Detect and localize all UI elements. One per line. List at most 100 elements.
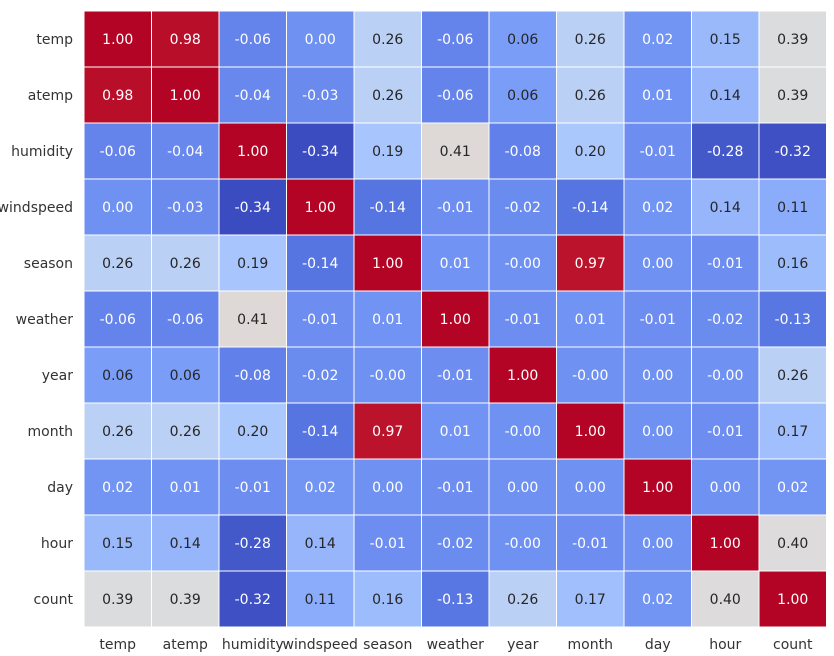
heatmap-cell-value: -0.06	[437, 88, 473, 104]
heatmap-cell-year-hour	[691, 346, 760, 404]
heatmap-cell-value: 0.19	[372, 144, 403, 160]
heatmap-cell-year-month	[556, 346, 625, 404]
heatmap-cell-value: -0.28	[235, 536, 271, 552]
heatmap-cell-temp-weather	[421, 10, 490, 68]
heatmap-cell-value: 0.02	[777, 480, 808, 496]
heatmap-cell-value: 0.16	[777, 256, 808, 272]
heatmap-cell-value: 0.14	[305, 536, 336, 552]
heatmap-cell-season-year	[488, 234, 557, 292]
heatmap-cell-day-count	[758, 458, 827, 516]
heatmap-cell-temp-count	[758, 10, 827, 68]
heatmap-cell-day-weather	[421, 458, 490, 516]
heatmap-cell-value: 0.26	[102, 424, 133, 440]
heatmap-cell-atemp-hour	[691, 66, 760, 124]
heatmap-cell-value: -0.01	[437, 368, 473, 384]
y-axis-tick-labels: temp atemp humidity windspeed season weather y…	[0, 32, 74, 608]
heatmap-cell-value: -0.01	[572, 536, 608, 552]
heatmap-cell-season-humidity	[218, 234, 287, 292]
heatmap-cell-value: 0.40	[710, 592, 741, 608]
heatmap-cell-day-hour	[691, 458, 760, 516]
heatmap-cell-temp-atemp	[151, 10, 220, 68]
y-tick-label: hour	[41, 536, 73, 552]
heatmap-cell-humidity-temp	[83, 122, 152, 180]
heatmap-cell-value: 0.97	[372, 424, 403, 440]
heatmap-cell-value: -0.02	[505, 200, 541, 216]
heatmap-cell-value: 0.98	[170, 32, 201, 48]
heatmap-cell-value: 0.26	[170, 256, 201, 272]
heatmap-cell-count-humidity	[218, 570, 287, 628]
heatmap-cell-value: 0.40	[777, 536, 808, 552]
x-tick-label: windspeed	[283, 637, 358, 653]
heatmap-cell-value: 0.20	[237, 424, 268, 440]
heatmap-cell-value: -0.08	[505, 144, 541, 160]
heatmap-cell-value: -0.01	[640, 144, 676, 160]
x-tick-label: count	[773, 637, 813, 653]
heatmap-cell-value: 0.15	[710, 32, 741, 48]
heatmap-cell-value: -0.32	[235, 592, 271, 608]
heatmap-cell-value: 0.00	[102, 200, 133, 216]
heatmap-cell-season-temp	[83, 234, 152, 292]
heatmap-cell-year-windspeed	[286, 346, 355, 404]
heatmap-cell-windspeed-count	[758, 178, 827, 236]
heatmap-cell-value: -0.01	[302, 312, 338, 328]
heatmap-cell-value: -0.06	[100, 312, 136, 328]
heatmap-cell-value: 0.06	[507, 88, 538, 104]
heatmap-cell-value: 0.00	[305, 32, 336, 48]
heatmap-cells: 1.00 0.98 -0.06 0.00 0.26 -0.06 0.06 0.26 0.02 0.…	[83, 10, 827, 628]
heatmap-cell-value: -0.00	[707, 368, 743, 384]
heatmap-cell-value: 0.02	[305, 480, 336, 496]
heatmap-cell-value: -0.34	[302, 144, 338, 160]
heatmap-cell-value: 0.00	[642, 368, 673, 384]
heatmap-cell-value: 0.02	[642, 592, 673, 608]
heatmap-cell-weather-count	[758, 290, 827, 348]
y-tick-label: month	[28, 424, 73, 440]
heatmap-cell-year-atemp	[151, 346, 220, 404]
heatmap-cell-windspeed-year	[488, 178, 557, 236]
heatmap-cell-day-humidity	[218, 458, 287, 516]
heatmap-cell-value: 0.02	[642, 200, 673, 216]
heatmap-cell-month-hour	[691, 402, 760, 460]
heatmap-cell-humidity-weather	[421, 122, 490, 180]
heatmap-cell-value: -0.34	[235, 200, 271, 216]
heatmap-cell-season-season	[353, 234, 422, 292]
heatmap-cell-value: 0.00	[642, 256, 673, 272]
heatmap-cell-windspeed-windspeed	[286, 178, 355, 236]
heatmap-cell-day-day	[623, 458, 692, 516]
heatmap-cell-value: 0.26	[575, 32, 606, 48]
heatmap-cell-hour-month	[556, 514, 625, 572]
heatmap-cell-hour-count	[758, 514, 827, 572]
heatmap-cell-value: 0.01	[440, 256, 471, 272]
heatmap-cell-value: -0.01	[640, 312, 676, 328]
heatmap-cell-value: 0.26	[575, 88, 606, 104]
heatmap-cell-count-atemp	[151, 570, 220, 628]
heatmap-cell-windspeed-hour	[691, 178, 760, 236]
heatmap-cell-humidity-year	[488, 122, 557, 180]
x-tick-label: year	[507, 637, 538, 653]
heatmap-cell-day-temp	[83, 458, 152, 516]
heatmap-cell-value: -0.14	[370, 200, 406, 216]
heatmap-cell-value: 1.00	[710, 536, 741, 552]
heatmap-cell-value: 0.26	[170, 424, 201, 440]
heatmap-cell-value: 0.39	[777, 88, 808, 104]
heatmap-cell-value: -0.06	[437, 32, 473, 48]
heatmap-cell-value: -0.01	[707, 424, 743, 440]
heatmap-cell-value: 0.14	[170, 536, 201, 552]
heatmap-cell-value: 1.00	[305, 200, 336, 216]
heatmap-cell-month-atemp	[151, 402, 220, 460]
heatmap-cell-value: -0.02	[707, 312, 743, 328]
heatmap-cell-count-hour	[691, 570, 760, 628]
heatmap-cell-value: -0.02	[437, 536, 473, 552]
heatmap-cell-value: -0.00	[505, 256, 541, 272]
heatmap-cell-value: 0.26	[777, 368, 808, 384]
heatmap-cell-value: 0.19	[237, 256, 268, 272]
heatmap-cell-value: -0.01	[370, 536, 406, 552]
y-tick-label: humidity	[11, 144, 73, 160]
heatmap-cell-weather-windspeed	[286, 290, 355, 348]
x-tick-label: atemp	[163, 637, 208, 653]
heatmap-cell-value: -0.06	[235, 32, 271, 48]
y-tick-label: year	[42, 368, 73, 384]
x-tick-label: humidity	[222, 637, 284, 653]
heatmap-cell-value: 1.00	[575, 424, 606, 440]
heatmap-cell-month-season	[353, 402, 422, 460]
